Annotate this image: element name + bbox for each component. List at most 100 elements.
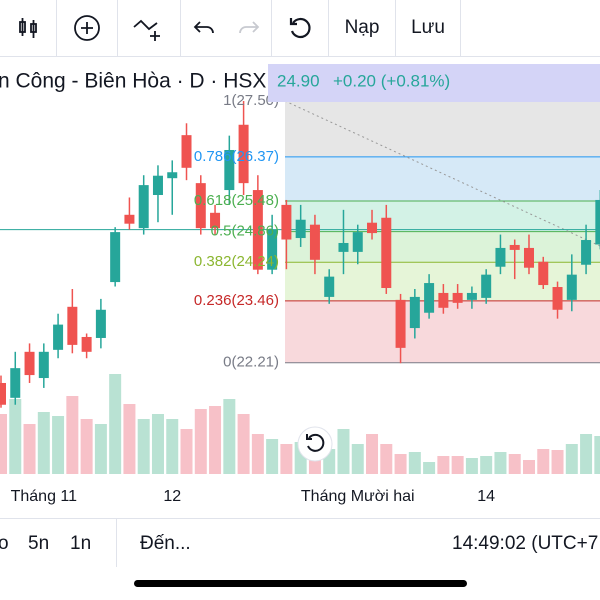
volume-bar [522,460,535,474]
candle-body [181,135,192,168]
volume-bar [423,462,436,474]
candle-body [195,183,206,229]
volume-bar [109,374,122,474]
candle-body [466,292,477,300]
drawing-button[interactable] [118,0,181,56]
candle-body [224,149,235,191]
candle-body [309,224,320,260]
fib-band [285,101,600,157]
candle-body [267,229,278,270]
candle-body [409,296,420,329]
undo-button[interactable] [192,16,216,40]
interval[interactable]: 5n [28,533,50,554]
x-tick-label: 12 [163,488,181,505]
reset-button[interactable] [272,0,329,56]
fib-label: 0.786(26.37) [194,148,279,165]
candle-body [38,351,49,379]
x-tick-label: 14 [477,488,495,505]
volume-bar [180,429,193,474]
candle-body [53,324,64,350]
candle-body [381,217,392,289]
volume-bar [137,419,150,474]
volume-bar [209,406,222,474]
volume-bar [80,419,93,474]
candle-body [24,351,35,376]
load-button[interactable]: Nạp [329,0,396,56]
x-tick-label: Tháng 11 [11,488,78,505]
chart-type-button[interactable] [0,0,57,56]
candle-body [338,242,349,252]
volume-bar [351,444,364,474]
x-tick-label: Tháng Mười hai [301,488,415,505]
redo-button[interactable] [237,16,261,40]
fib-label: 0.5(24.86) [211,223,279,240]
candle-body [238,124,249,184]
add-indicator-button[interactable] [57,0,118,56]
button-icon [306,433,325,452]
volume-bar [551,450,564,474]
candle-body [352,232,363,252]
volume-bar [437,456,450,474]
volume-bar [594,436,600,474]
quote-background [268,64,600,102]
volume-bar [9,399,22,474]
interval[interactable]: 1n [70,533,92,554]
candle-body [424,283,435,313]
volume-bar [366,434,379,474]
volume-bar [280,444,293,474]
price-change: +0.20 (+0.81%) [333,71,450,90]
candle-body [252,190,263,270]
volume-bar [494,452,507,474]
toolbar: Nạp Lưu [0,0,600,57]
candle-body [110,232,121,283]
home-indicator [134,580,467,587]
volume-bar [508,454,521,474]
volume-bar [266,439,279,474]
candle-body [538,261,549,286]
candle-body [152,175,163,196]
fib-band [285,300,600,363]
volume-bar [580,434,593,474]
volume-bar [194,409,207,474]
volume-bar [123,404,136,474]
volume-bar [237,414,250,474]
candle-body [523,247,534,268]
volume-bar [451,456,464,474]
volume-bar [23,424,36,474]
candle-body [124,214,135,224]
candle-body [438,292,449,308]
interval[interactable]: o [0,533,9,554]
fib-band [285,156,600,201]
candle-body [552,287,563,310]
fib-label: 0.382(24.24) [194,253,279,270]
candle-body [495,247,506,267]
volume-bar [537,449,550,474]
volume-bar [94,424,107,474]
volume-bar [394,454,407,474]
volume-bar [52,416,65,474]
fib-label: 0.236(23.46) [194,292,279,309]
last-price: 24.90 [277,71,320,90]
candle-body [10,368,21,398]
volume-bar [480,456,493,474]
goto-date[interactable]: Đến... [140,533,191,554]
volume-bar [66,396,79,474]
volume-bar [0,414,7,474]
volume-bar [37,412,50,474]
save-button[interactable]: Lưu [396,0,461,56]
candle-body [566,274,577,300]
chart: 1(27.50) 0.786(26.37) 0.618(25.48) 0.5(24.8… [0,64,600,505]
candle-body [95,309,106,338]
fib-label: 1(27.50) [223,92,279,109]
button-circle [297,426,333,462]
volume-bar [337,429,350,474]
candle-body [295,219,306,239]
candle-body [509,244,520,250]
volume-bar [223,399,236,474]
bottom-bar: o 5n 1n Đến... 14:49:02 (UTC+7 [0,518,600,567]
candle-body [452,292,463,303]
candle-body [595,199,600,245]
candle-body [81,336,92,352]
candle-body [167,172,178,179]
